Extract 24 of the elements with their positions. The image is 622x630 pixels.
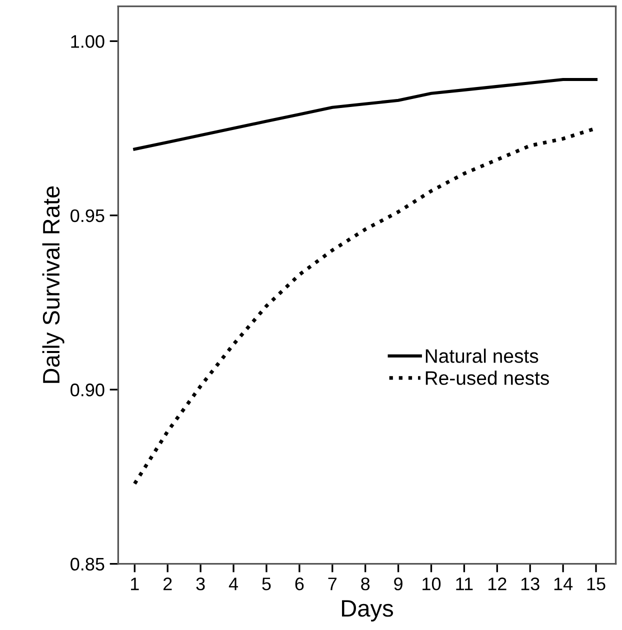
y-axis-title: Daily Survival Rate	[42, 186, 64, 383]
x-tick-label: 9	[394, 578, 402, 590]
line-series	[133, 78, 598, 151]
x-tick-label: 15	[587, 578, 606, 590]
x-tick-label: 13	[521, 578, 540, 590]
x-tick-label: 8	[361, 578, 370, 590]
x-tick-label: 7	[328, 578, 336, 590]
x-tick-label: 10	[422, 578, 441, 590]
x-tick-label: 14	[554, 578, 573, 590]
x-axis-title: Days	[342, 600, 394, 622]
x-tick-label: 6	[295, 578, 304, 590]
x-tick-label: 5	[262, 578, 271, 590]
x-tick-label: 12	[488, 578, 506, 590]
x-tick-label: 1	[131, 578, 139, 590]
legend-label: Re-used nests	[426, 370, 549, 385]
y-tick-label: 0.90	[70, 384, 104, 396]
x-tick-label: 11	[456, 578, 473, 590]
y-tick-label: 0.95	[70, 209, 104, 222]
legend-label: Natural nests	[426, 348, 538, 363]
x-tick-label: 2	[164, 578, 172, 590]
y-tick-label: 0.85	[70, 558, 104, 571]
x-tick-label: 3	[196, 578, 205, 590]
x-tick-label: 4	[228, 578, 238, 590]
y-tick-label: 1.00	[71, 35, 104, 48]
